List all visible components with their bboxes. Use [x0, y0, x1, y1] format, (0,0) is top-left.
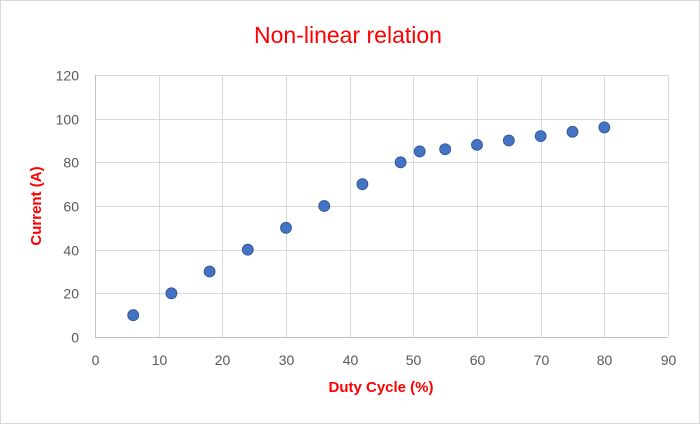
y-tick-label: 100	[56, 112, 80, 128]
axes	[95, 75, 668, 338]
data-point	[356, 178, 369, 191]
data-point	[165, 287, 178, 300]
x-tick-label: 0	[92, 352, 100, 368]
x-tick-label: 50	[406, 352, 422, 368]
y-tick-label: 80	[63, 155, 79, 171]
data-point	[471, 138, 483, 151]
data-point	[534, 130, 547, 143]
x-tick-label: 30	[279, 352, 295, 368]
data-points	[127, 121, 611, 322]
y-tick-label: 0	[71, 330, 79, 346]
gridlines	[95, 75, 669, 337]
x-axis-tick-labels: 0 10 20 30 40 50 60 70 80 90	[92, 352, 677, 368]
y-axis-tick-labels: 0 20 40 60 80 100 120	[56, 68, 80, 346]
x-tick-label: 60	[470, 352, 486, 368]
x-tick-label: 10	[152, 352, 168, 368]
x-tick-label: 80	[597, 352, 613, 368]
x-axis-title: Duty Cycle (%)	[328, 379, 433, 396]
y-axis-title: Current (A)	[28, 166, 45, 245]
chart-title: Non-linear relation	[254, 22, 442, 48]
data-point	[413, 145, 426, 158]
data-point	[318, 200, 331, 212]
data-point	[203, 265, 216, 278]
x-tick-label: 90	[661, 352, 677, 368]
data-point	[598, 121, 611, 134]
data-point	[241, 243, 254, 256]
x-tick-label: 40	[343, 352, 359, 368]
data-point	[280, 221, 292, 234]
y-tick-label: 120	[56, 68, 80, 84]
y-tick-label: 40	[63, 243, 79, 259]
data-point	[439, 143, 452, 156]
x-tick-label: 20	[215, 352, 231, 368]
data-point	[127, 309, 140, 322]
data-point	[566, 125, 579, 138]
y-tick-label: 60	[63, 199, 79, 215]
data-point	[394, 156, 407, 169]
y-tick-label: 20	[63, 286, 79, 302]
x-tick-label: 70	[534, 352, 550, 368]
data-point	[502, 134, 515, 147]
